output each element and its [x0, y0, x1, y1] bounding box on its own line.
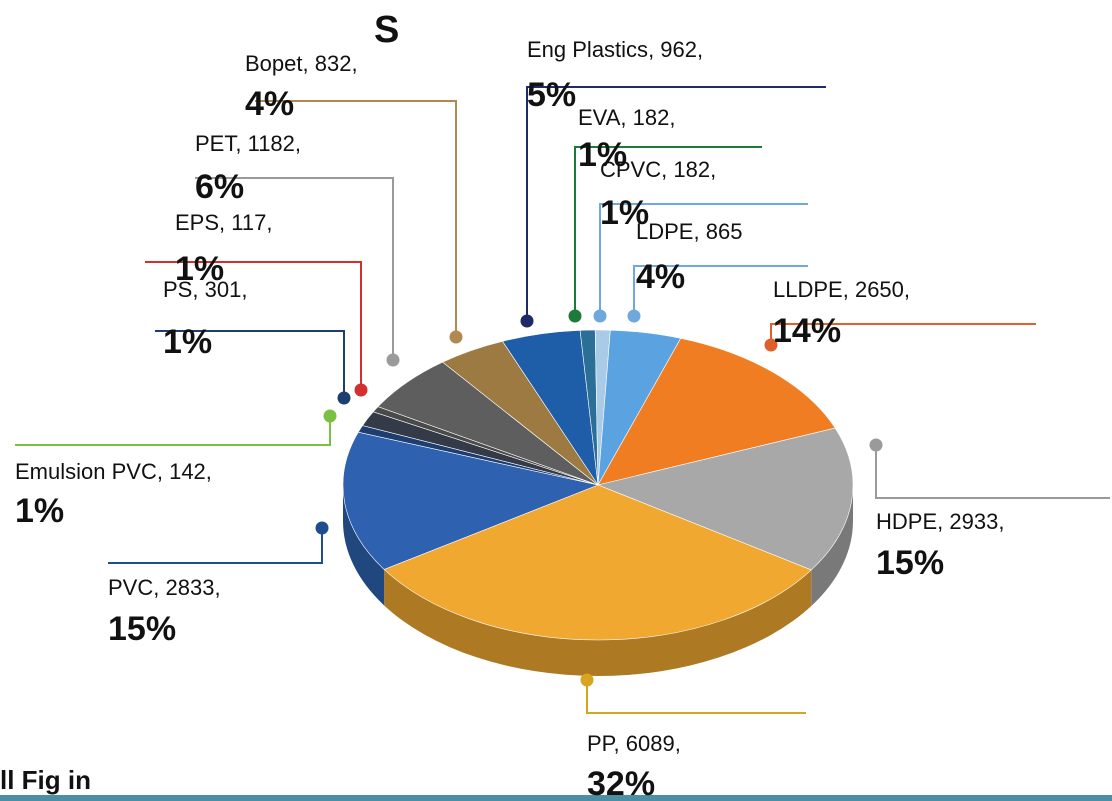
data-label: PS, 301, [163, 277, 247, 302]
callout-line [574, 146, 762, 316]
callout-dot [764, 338, 778, 352]
category-label: Eng Plastics [527, 37, 648, 62]
slice-side [384, 569, 812, 676]
value-label: 1182 [248, 131, 295, 156]
pie-tops [342, 329, 854, 641]
callout-dot [869, 438, 883, 452]
percentage-label: 5% [527, 76, 576, 114]
callout-dot [627, 309, 641, 323]
percentage-label: 1% [175, 250, 224, 288]
category-label: PP [587, 731, 616, 756]
data-label: EPS, 117, [175, 210, 272, 235]
percentage-label: 4% [636, 258, 685, 296]
data-label: Bopet, 832, [245, 51, 358, 76]
category-label: EPS [175, 210, 219, 235]
value-label: 962 [660, 37, 697, 62]
data-label: LDPE, 865 [636, 219, 742, 244]
value-label: 6089 [626, 731, 675, 756]
callout-dot [580, 673, 594, 687]
callout-line [586, 680, 806, 714]
callout-line [155, 330, 345, 398]
footer-bar [0, 795, 1112, 801]
value-label: 2933 [949, 509, 998, 534]
callout-line [195, 177, 394, 360]
percentage-label: 1% [600, 194, 649, 232]
callout-dot [354, 383, 368, 397]
data-label: PET, 1182, [195, 131, 301, 156]
value-label: 865 [706, 219, 743, 244]
callout-line [633, 265, 808, 316]
callout-dot [449, 330, 463, 344]
value-label: 117 [231, 210, 266, 235]
category-label: Bopet [245, 51, 303, 76]
slice [342, 431, 600, 570]
data-label: PVC, 2833, [108, 575, 221, 600]
data-label: HDPE, 2933, [876, 509, 1004, 534]
callout-line [599, 203, 808, 316]
pie-sides [343, 485, 853, 676]
slice [597, 427, 854, 571]
value-label: 832 [315, 51, 352, 76]
percentage-label: 14% [773, 312, 841, 350]
category-label: LLDPE [773, 277, 843, 302]
callout-line [875, 445, 1110, 499]
category-label: HDPE [876, 509, 937, 534]
callout-line [145, 261, 362, 390]
callout-dot [315, 521, 329, 535]
category-label: CPVC [600, 157, 661, 182]
data-label: Eng Plastics, 962, [527, 37, 703, 62]
data-label: LLDPE, 2650, [773, 277, 910, 302]
percentage-label: 1% [15, 492, 64, 530]
percentage-label: 6% [195, 168, 244, 206]
value-label: 2650 [855, 277, 904, 302]
slice [383, 484, 812, 641]
callout-dot [386, 353, 400, 367]
category-label: PVC [108, 575, 153, 600]
percentage-label: 32% [587, 765, 655, 801]
slice [442, 340, 599, 486]
data-label: EVA, 182, [578, 105, 675, 130]
value-label: 142 [169, 459, 206, 484]
callout-line [526, 86, 826, 321]
slice-side [343, 485, 385, 606]
data-label: CPVC, 182, [600, 157, 716, 182]
value-label: 182 [633, 105, 670, 130]
callout-dot [323, 409, 337, 423]
chart-title: S [374, 9, 399, 51]
annotation: ll Fig in [0, 765, 91, 795]
value-label: 182 [673, 157, 710, 182]
percentage-label: 15% [876, 544, 944, 582]
data-label: PP, 6089, [587, 731, 681, 756]
callout-line [108, 528, 323, 564]
percentage-label: 1% [163, 323, 212, 361]
callout-dot [568, 309, 582, 323]
value-label: 301 [205, 277, 242, 302]
percentage-label: 15% [108, 610, 176, 648]
percentage-label: 4% [245, 85, 294, 123]
callout-dot [337, 391, 351, 405]
category-label: PS [163, 277, 192, 302]
category-label: PET [195, 131, 237, 156]
callout-line [770, 323, 1036, 345]
percentage-label: 1% [578, 136, 627, 174]
callout-dot [520, 314, 534, 328]
category-label: LDPE [636, 219, 693, 244]
value-label: 2833 [165, 575, 214, 600]
slice-side [811, 485, 853, 606]
callout-line [15, 416, 331, 446]
data-label: Emulsion PVC, 142, [15, 459, 212, 484]
slice [597, 338, 836, 486]
callout-line [255, 100, 457, 337]
callout-dot [593, 309, 607, 323]
category-label: EVA [578, 105, 621, 130]
category-label: Emulsion PVC [15, 459, 157, 484]
